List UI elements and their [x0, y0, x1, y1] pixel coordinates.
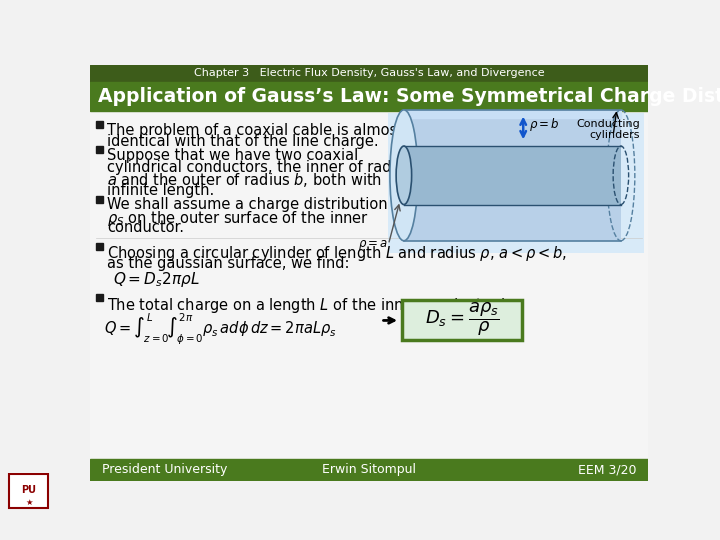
Bar: [404, 110, 621, 241]
Bar: [402, 300, 523, 340]
Text: $Q = \int_{z=0}^{L}\!\int_{\phi=0}^{2\pi}\rho_s\,ad\phi\,dz = 2\pi aL\rho_s$: $Q = \int_{z=0}^{L}\!\int_{\phi=0}^{2\pi…: [104, 312, 336, 347]
Text: Application of Gauss’s Law: Some Symmetrical Charge Distributions: Application of Gauss’s Law: Some Symmetr…: [98, 87, 720, 106]
Text: conductor.: conductor.: [107, 220, 184, 235]
Text: as the gaussian surface, we find:: as the gaussian surface, we find:: [107, 256, 349, 271]
Text: infinite length.: infinite length.: [107, 183, 215, 198]
Text: $\rho = b$: $\rho = b$: [529, 116, 560, 133]
Text: ★: ★: [25, 498, 32, 507]
Text: President University: President University: [102, 463, 227, 476]
Polygon shape: [404, 110, 621, 118]
Bar: [90, 459, 648, 481]
Bar: [404, 146, 621, 205]
Text: The total charge on a length $L$ of the inner conductor is:: The total charge on a length $L$ of the …: [107, 296, 518, 315]
Text: Erwin Sitompul: Erwin Sitompul: [322, 463, 416, 476]
Ellipse shape: [390, 110, 418, 241]
Text: EEM 3/20: EEM 3/20: [578, 463, 636, 476]
Bar: [96, 195, 103, 202]
Bar: [90, 111, 648, 459]
Text: $a$ and the outer of radius $b$, both with: $a$ and the outer of radius $b$, both wi…: [107, 171, 382, 189]
Ellipse shape: [396, 146, 412, 205]
Text: Choosing a circular cylinder of length $L$ and radius $\rho$, $a < \rho < b$,: Choosing a circular cylinder of length $…: [107, 244, 567, 263]
Text: $D_s = \dfrac{a\rho_s}{\rho}$: $D_s = \dfrac{a\rho_s}{\rho}$: [425, 301, 500, 339]
Text: We shall assume a charge distribution of: We shall assume a charge distribution of: [107, 197, 406, 212]
Text: Conducting
cylinders: Conducting cylinders: [577, 119, 640, 140]
Bar: [96, 294, 103, 301]
Text: The problem of a coaxial cable is almost: The problem of a coaxial cable is almost: [107, 123, 403, 138]
Bar: [96, 121, 103, 128]
Text: PU: PU: [22, 484, 36, 495]
Bar: [90, 65, 648, 82]
Text: Suppose that we have two coaxial: Suppose that we have two coaxial: [107, 148, 359, 163]
Bar: [90, 82, 648, 111]
Bar: [96, 146, 103, 153]
Text: cylindrical conductors, the inner of radius: cylindrical conductors, the inner of rad…: [107, 159, 413, 174]
Text: $\rho_S$ on the outer surface of the inner: $\rho_S$ on the outer surface of the inn…: [107, 209, 369, 228]
Bar: [388, 112, 644, 253]
Bar: [96, 242, 103, 249]
Text: $\rho = a$: $\rho = a$: [358, 238, 388, 252]
Text: identical with that of the line charge.: identical with that of the line charge.: [107, 134, 379, 149]
Text: $Q = D_s 2\pi\rho L$: $Q = D_s 2\pi\rho L$: [113, 271, 200, 289]
Text: Chapter 3   Electric Flux Density, Gauss's Law, and Divergence: Chapter 3 Electric Flux Density, Gauss's…: [194, 68, 544, 78]
